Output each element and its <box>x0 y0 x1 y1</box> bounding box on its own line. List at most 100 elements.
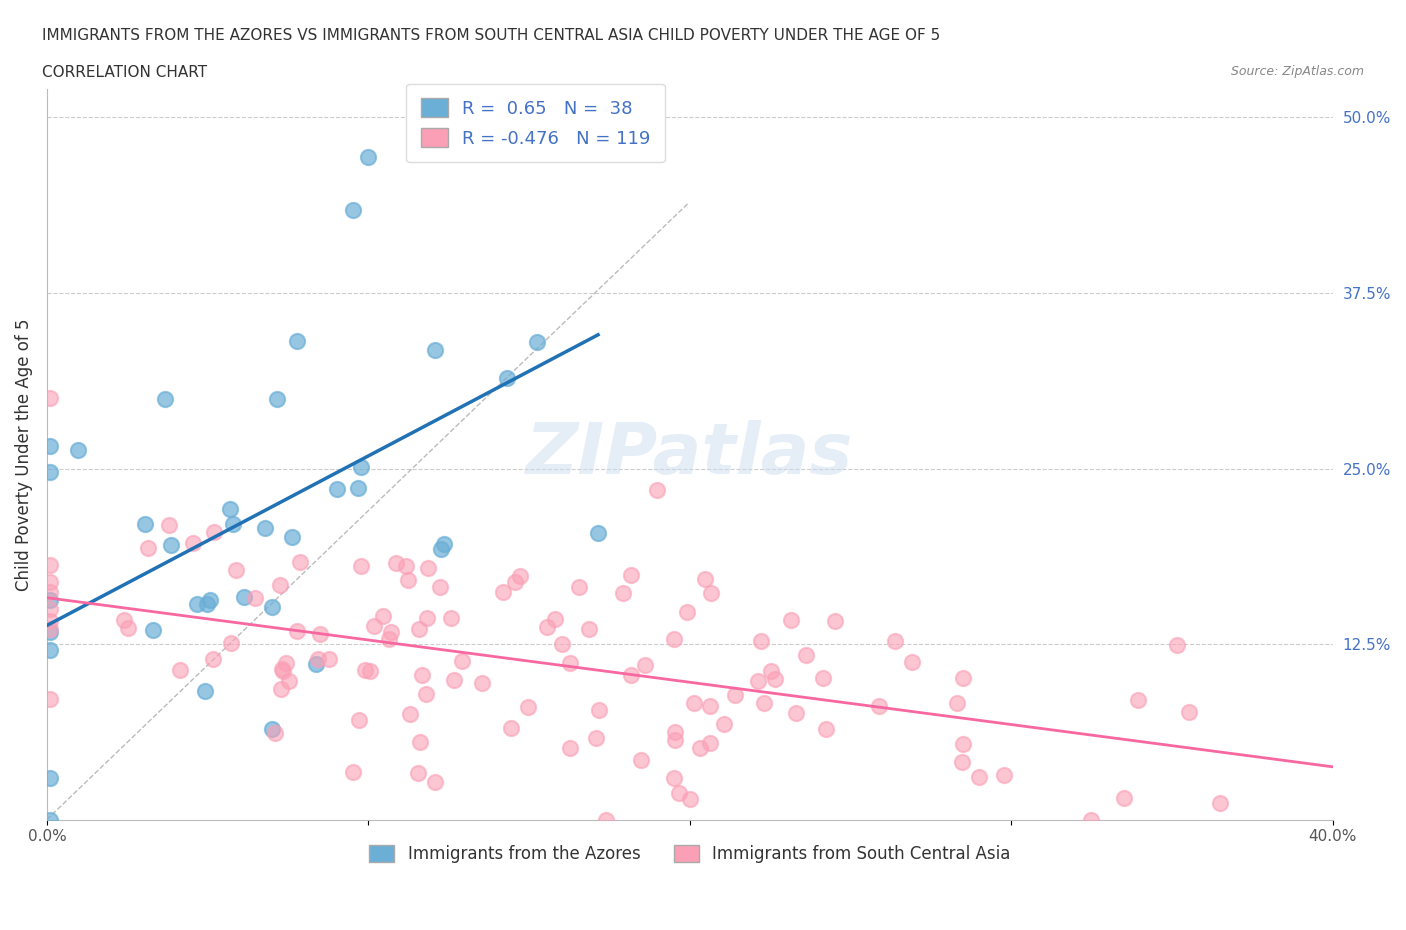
Immigrants from South Central Asia <box>270 682 292 697</box>
Immigrants from South Central Asia <box>699 585 721 600</box>
Immigrants from South Central Asia <box>668 786 690 801</box>
Immigrants from South Central Asia <box>558 656 581 671</box>
Immigrants from the Azores <box>326 482 349 497</box>
Immigrants from South Central Asia <box>359 663 381 678</box>
Immigrants from the Azores <box>39 643 62 658</box>
Immigrants from South Central Asia <box>901 654 924 669</box>
Immigrants from South Central Asia <box>353 663 375 678</box>
Immigrants from the Azores <box>253 521 276 536</box>
Immigrants from South Central Asia <box>612 586 634 601</box>
Immigrants from South Central Asia <box>307 652 329 667</box>
Immigrants from South Central Asia <box>425 775 447 790</box>
Immigrants from South Central Asia <box>288 554 311 569</box>
Immigrants from South Central Asia <box>492 585 515 600</box>
Immigrants from South Central Asia <box>724 688 747 703</box>
Immigrants from South Central Asia <box>273 664 295 679</box>
Immigrants from the Azores <box>429 541 451 556</box>
Immigrants from South Central Asia <box>550 636 572 651</box>
Immigrants from the Azores <box>350 459 373 474</box>
Immigrants from South Central Asia <box>471 676 494 691</box>
Immigrants from South Central Asia <box>411 667 433 682</box>
Immigrants from South Central Asia <box>967 770 990 785</box>
Immigrants from South Central Asia <box>620 568 643 583</box>
Immigrants from the Azores <box>39 624 62 639</box>
Immigrants from South Central Asia <box>225 563 247 578</box>
Immigrants from South Central Asia <box>443 672 465 687</box>
Immigrants from South Central Asia <box>699 736 721 751</box>
Immigrants from South Central Asia <box>429 579 451 594</box>
Immigrants from South Central Asia <box>588 702 610 717</box>
Immigrants from South Central Asia <box>347 713 370 728</box>
Immigrants from South Central Asia <box>243 591 266 605</box>
Immigrants from the Azores <box>305 657 328 671</box>
Immigrants from the Azores <box>222 517 245 532</box>
Immigrants from South Central Asia <box>662 770 685 785</box>
Immigrants from South Central Asia <box>814 722 837 737</box>
Immigrants from South Central Asia <box>440 611 463 626</box>
Immigrants from South Central Asia <box>585 731 607 746</box>
Immigrants from South Central Asia <box>945 696 967 711</box>
Immigrants from South Central Asia <box>278 674 301 689</box>
Immigrants from the Azores <box>285 334 308 349</box>
Immigrants from South Central Asia <box>373 608 395 623</box>
Immigrants from South Central Asia <box>264 726 287 741</box>
Legend: Immigrants from the Azores, Immigrants from South Central Asia: Immigrants from the Azores, Immigrants f… <box>363 838 1017 870</box>
Immigrants from South Central Asia <box>1126 693 1149 708</box>
Immigrants from the Azores <box>194 684 217 698</box>
Immigrants from the Azores <box>262 599 284 614</box>
Immigrants from South Central Asia <box>385 555 408 570</box>
Immigrants from the Azores <box>39 465 62 480</box>
Immigrants from the Azores <box>134 517 156 532</box>
Immigrants from South Central Asia <box>269 578 291 592</box>
Immigrants from South Central Asia <box>416 610 439 625</box>
Immigrants from the Azores <box>533 110 555 125</box>
Immigrants from South Central Asia <box>679 791 702 806</box>
Immigrants from South Central Asia <box>544 612 567 627</box>
Immigrants from South Central Asia <box>39 692 62 707</box>
Immigrants from South Central Asia <box>952 737 974 751</box>
Immigrants from South Central Asia <box>950 754 973 769</box>
Immigrants from South Central Asia <box>308 626 330 641</box>
Text: Source: ZipAtlas.com: Source: ZipAtlas.com <box>1230 65 1364 78</box>
Immigrants from South Central Asia <box>380 625 402 640</box>
Immigrants from South Central Asia <box>683 696 706 711</box>
Immigrants from South Central Asia <box>415 687 437 702</box>
Immigrants from the Azores <box>425 342 447 357</box>
Immigrants from South Central Asia <box>509 569 531 584</box>
Immigrants from South Central Asia <box>136 541 159 556</box>
Immigrants from the Azores <box>195 597 218 612</box>
Immigrants from South Central Asia <box>517 699 540 714</box>
Immigrants from South Central Asia <box>416 560 439 575</box>
Immigrants from South Central Asia <box>664 724 686 739</box>
Immigrants from South Central Asia <box>1112 790 1135 805</box>
Text: IMMIGRANTS FROM THE AZORES VS IMMIGRANTS FROM SOUTH CENTRAL ASIA CHILD POVERTY U: IMMIGRANTS FROM THE AZORES VS IMMIGRANTS… <box>42 28 941 43</box>
Immigrants from the Azores <box>266 392 288 406</box>
Immigrants from the Azores <box>198 592 221 607</box>
Immigrants from South Central Asia <box>39 557 62 572</box>
Immigrants from the Azores <box>160 538 183 552</box>
Immigrants from South Central Asia <box>274 656 297 671</box>
Immigrants from South Central Asia <box>112 613 135 628</box>
Immigrants from South Central Asia <box>824 614 846 629</box>
Immigrants from South Central Asia <box>169 662 191 677</box>
Immigrants from the Azores <box>39 439 62 454</box>
Immigrants from South Central Asia <box>1080 812 1102 827</box>
Immigrants from South Central Asia <box>271 662 294 677</box>
Immigrants from the Azores <box>496 370 519 385</box>
Immigrants from South Central Asia <box>503 575 526 590</box>
Immigrants from South Central Asia <box>39 621 62 636</box>
Immigrants from South Central Asia <box>399 707 422 722</box>
Immigrants from the Azores <box>155 392 177 406</box>
Immigrants from South Central Asia <box>645 483 668 498</box>
Immigrants from South Central Asia <box>1166 637 1188 652</box>
Immigrants from the Azores <box>347 481 370 496</box>
Immigrants from South Central Asia <box>664 632 686 647</box>
Immigrants from South Central Asia <box>409 735 432 750</box>
Immigrants from South Central Asia <box>761 663 783 678</box>
Immigrants from South Central Asia <box>219 635 242 650</box>
Immigrants from South Central Asia <box>676 604 699 619</box>
Immigrants from South Central Asia <box>578 621 600 636</box>
Immigrants from South Central Asia <box>794 648 817 663</box>
Immigrants from South Central Asia <box>884 633 907 648</box>
Immigrants from South Central Asia <box>993 767 1015 782</box>
